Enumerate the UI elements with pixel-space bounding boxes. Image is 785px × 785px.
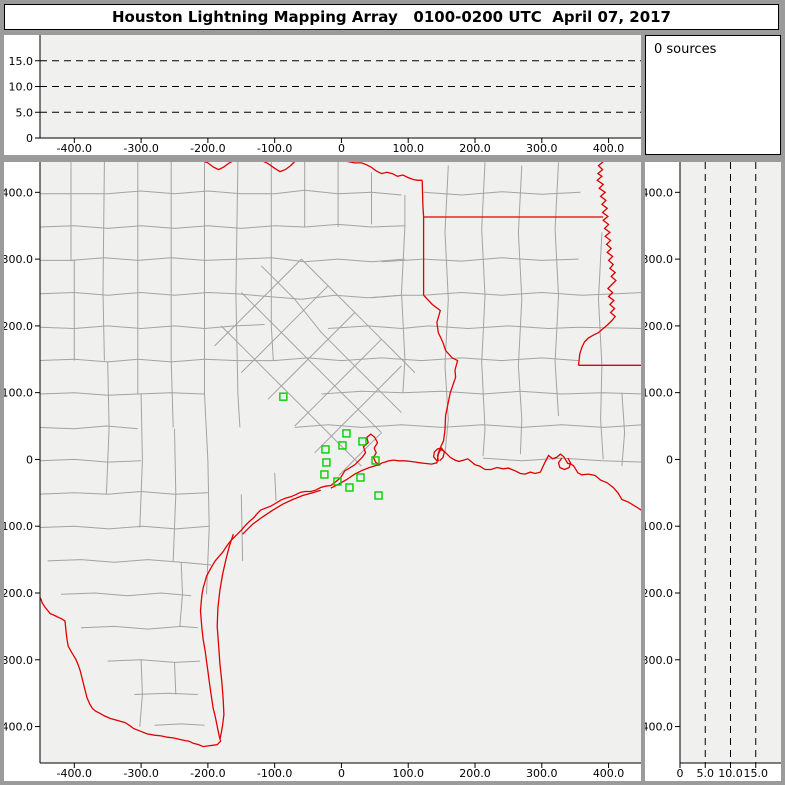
svg-text:0: 0 — [666, 453, 673, 466]
svg-text:400.0: 400.0 — [645, 186, 673, 199]
svg-text:400.0: 400.0 — [593, 142, 625, 155]
lma-station-marker — [333, 477, 342, 486]
svg-text:300.0: 300.0 — [526, 767, 558, 780]
svg-text:100.0: 100.0 — [392, 767, 424, 780]
svg-text:-400.0: -400.0 — [645, 721, 673, 734]
svg-text:-200.0: -200.0 — [190, 142, 225, 155]
svg-text:300.0: 300.0 — [526, 142, 558, 155]
svg-text:400.0: 400.0 — [4, 186, 33, 199]
sources-count-panel: 0 sources — [645, 35, 781, 155]
lma-station-marker — [320, 470, 329, 479]
svg-text:0: 0 — [677, 767, 684, 780]
window-title: Houston Lightning Mapping Array 0100-020… — [112, 8, 671, 26]
lma-stations-layer — [279, 392, 383, 500]
plan-view-map-plot: 400.0 300.0 200.0 100.0 0 -100.0 -200.0 -300.0 -… — [4, 162, 641, 780]
svg-text:5.0: 5.0 — [16, 106, 34, 119]
svg-text:-400.0: -400.0 — [4, 721, 33, 734]
title-bar: Houston Lightning Mapping Array 0100-020… — [4, 4, 779, 30]
lma-station-marker — [279, 392, 288, 401]
svg-text:-300.0: -300.0 — [123, 142, 158, 155]
svg-text:-200.0: -200.0 — [190, 767, 225, 780]
lma-station-marker — [321, 445, 330, 454]
svg-text:10.0: 10.0 — [9, 81, 34, 94]
state-borders — [40, 162, 641, 748]
lma-station-marker — [358, 437, 367, 446]
county-boundaries — [40, 162, 641, 727]
svg-text:-100.0: -100.0 — [645, 520, 673, 533]
altitude-vs-ns-plot: 400.0 300.0 200.0 100.0 0 -100.0 -200.0 -300.0 -… — [645, 162, 781, 780]
svg-text:300.0: 300.0 — [645, 253, 673, 266]
map-layers — [40, 162, 641, 763]
svg-text:0: 0 — [26, 453, 33, 466]
svg-text:-400.0: -400.0 — [57, 767, 92, 780]
svg-text:0: 0 — [338, 142, 345, 155]
lma-station-marker — [322, 458, 331, 467]
svg-text:200.0: 200.0 — [459, 142, 491, 155]
svg-text:0: 0 — [338, 767, 345, 780]
svg-text:15.0: 15.0 — [9, 55, 34, 68]
altitude-vs-ew-panel: 0 5.0 10.0 15.0 -400.0 -300.0 -200.0 -100.0 0 100… — [4, 35, 641, 155]
svg-text:-300.0: -300.0 — [645, 654, 673, 667]
altitude-vs-ns-panel: 400.0 300.0 200.0 100.0 0 -100.0 -200.0 -300.0 -… — [645, 162, 781, 781]
svg-text:400.0: 400.0 — [593, 767, 625, 780]
svg-text:-200.0: -200.0 — [645, 587, 673, 600]
lma-station-marker — [338, 441, 347, 450]
svg-text:15.0: 15.0 — [744, 767, 769, 780]
svg-text:-100.0: -100.0 — [4, 520, 33, 533]
svg-text:-300.0: -300.0 — [4, 654, 33, 667]
lma-station-marker — [345, 483, 354, 492]
lma-station-marker — [342, 429, 351, 438]
svg-text:100.0: 100.0 — [4, 387, 33, 400]
svg-text:10.0: 10.0 — [718, 767, 743, 780]
svg-text:-400.0: -400.0 — [57, 142, 92, 155]
svg-text:200.0: 200.0 — [459, 767, 491, 780]
plan-view-map-panel: 400.0 300.0 200.0 100.0 0 -100.0 -200.0 -300.0 -… — [4, 162, 641, 781]
svg-text:5.0: 5.0 — [697, 767, 715, 780]
svg-text:0: 0 — [26, 132, 33, 145]
lma-station-marker — [356, 473, 365, 482]
svg-text:-300.0: -300.0 — [123, 767, 158, 780]
svg-text:-200.0: -200.0 — [4, 587, 33, 600]
svg-text:200.0: 200.0 — [4, 320, 33, 333]
sources-count-label: 0 sources — [654, 42, 717, 57]
lma-station-marker — [371, 456, 380, 465]
svg-text:300.0: 300.0 — [4, 253, 33, 266]
svg-text:-100.0: -100.0 — [257, 142, 292, 155]
svg-text:100.0: 100.0 — [645, 387, 673, 400]
svg-text:200.0: 200.0 — [645, 320, 673, 333]
altitude-vs-ew-plot: 0 5.0 10.0 15.0 -400.0 -300.0 -200.0 -100.0 0 100… — [9, 35, 641, 155]
svg-text:100.0: 100.0 — [392, 142, 424, 155]
svg-text:-100.0: -100.0 — [257, 767, 292, 780]
lma-station-marker — [374, 491, 383, 500]
